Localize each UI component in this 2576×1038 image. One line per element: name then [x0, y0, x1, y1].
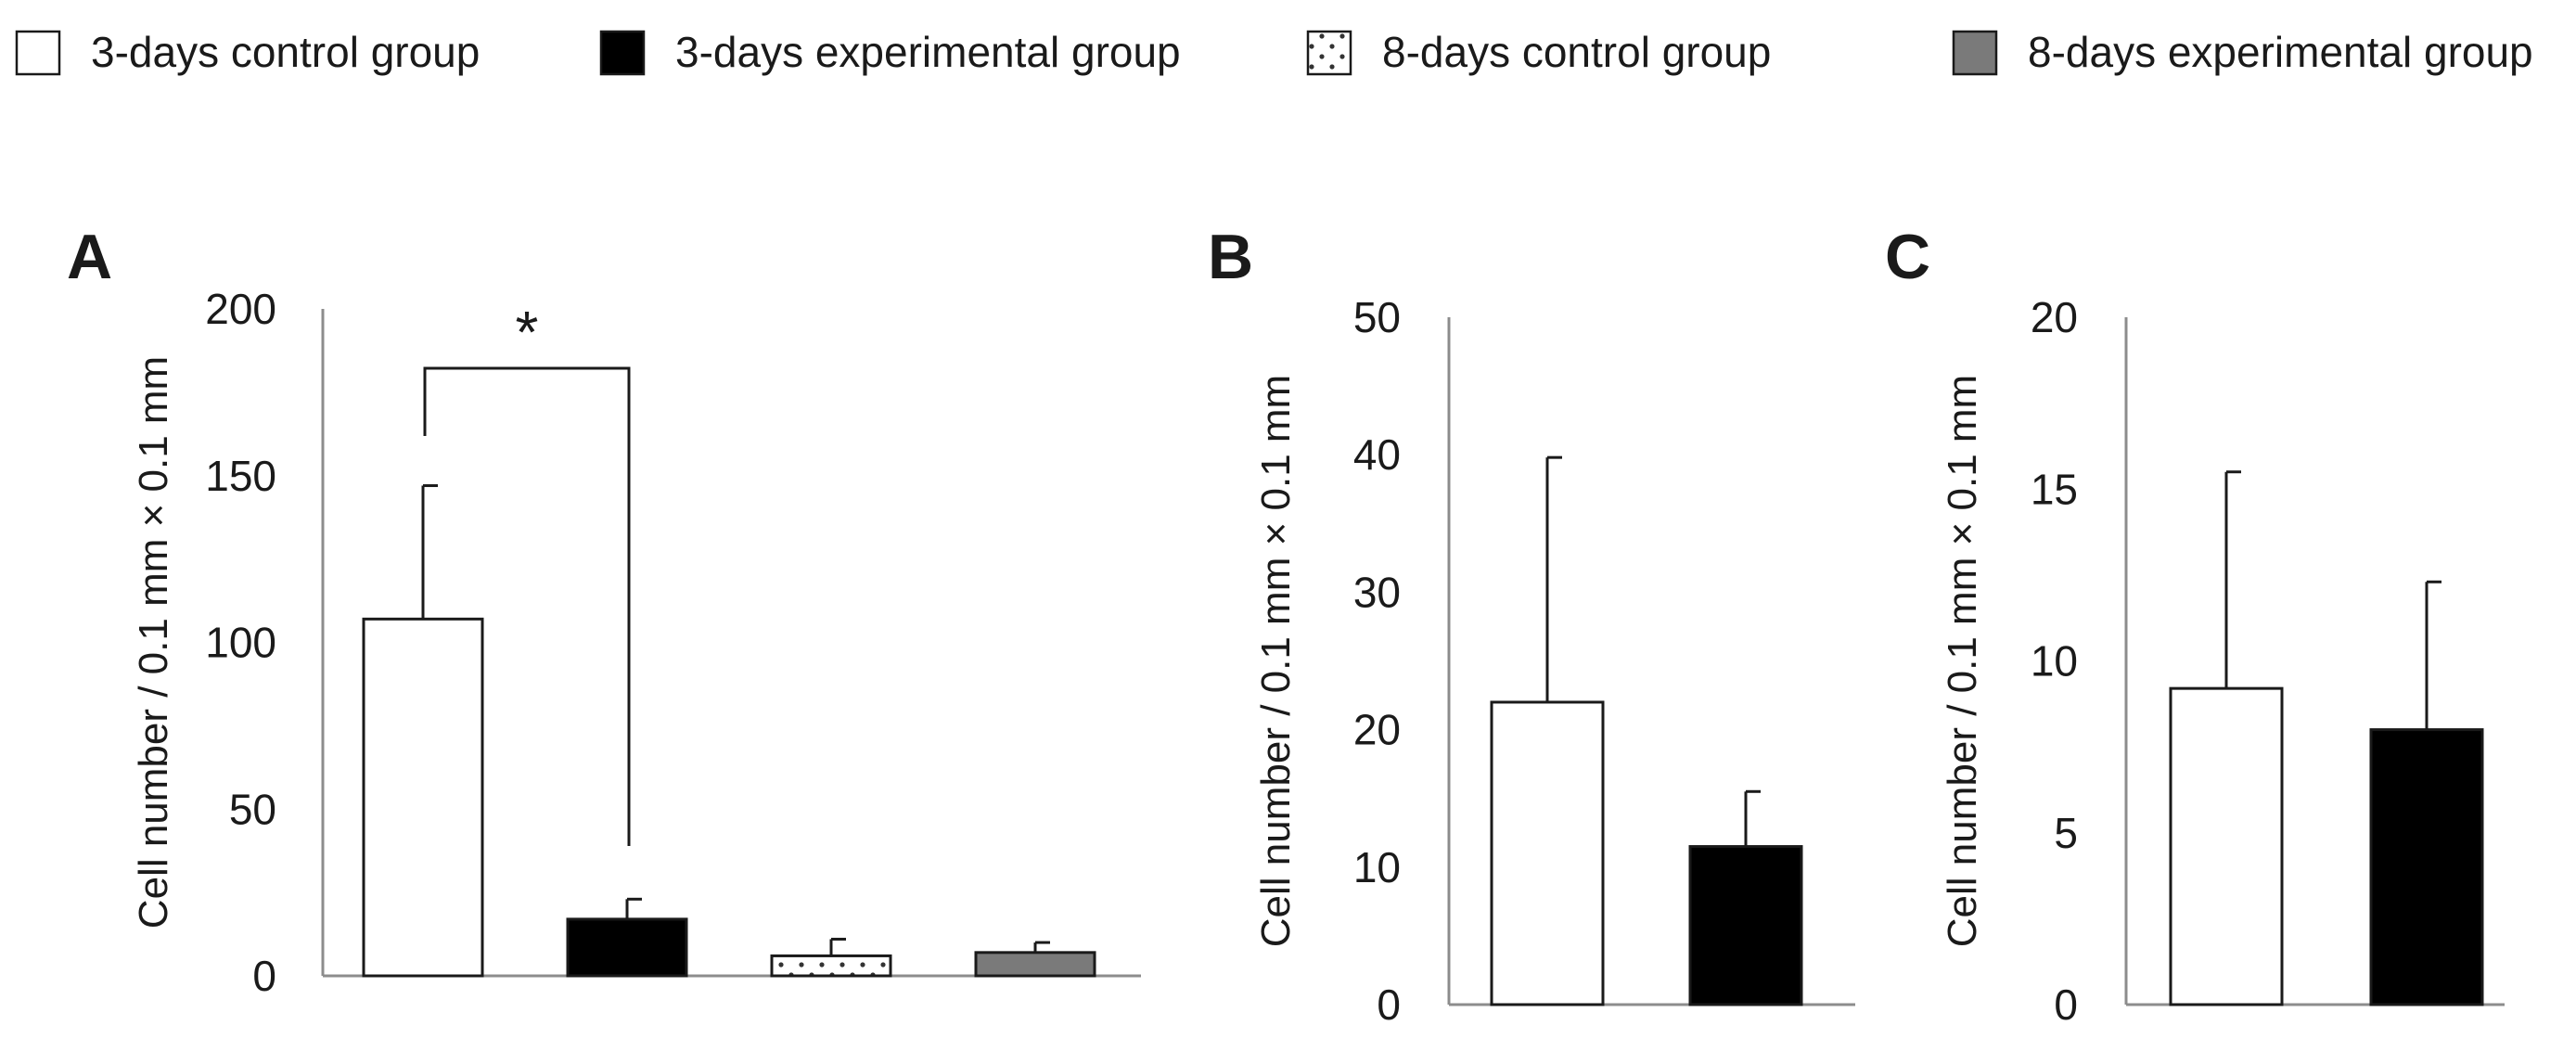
- legend-label-3: 8-days control group: [1382, 28, 1771, 76]
- legend-label-2: 3-days experimental group: [675, 28, 1181, 76]
- panel-b: B 0 10 20 30 40 50 Cell number / 0.1 mm × 0.1 m…: [1208, 222, 1855, 1029]
- y-tick-label: 200: [205, 285, 276, 333]
- legend-swatch-2: [599, 30, 646, 76]
- y-tick-label: 10: [1353, 843, 1401, 891]
- y-tick-label: 10: [2031, 637, 2078, 686]
- y-tick-label: 15: [2031, 465, 2078, 513]
- bar-3: [770, 954, 892, 978]
- panel-letter: A: [67, 222, 112, 292]
- significance-star: *: [516, 299, 539, 365]
- bar-1: [362, 617, 484, 978]
- bar-4: [974, 951, 1096, 978]
- y-tick-label: 20: [1353, 706, 1401, 754]
- y-tick-label: 150: [205, 452, 276, 500]
- bar-2: [566, 917, 688, 978]
- bar-1: [1490, 700, 1605, 1006]
- y-axis-title: Cell number / 0.1 mm × 0.1 mm: [1940, 375, 1985, 947]
- legend-swatch-3: [1306, 30, 1352, 76]
- y-tick-label: 0: [1377, 980, 1401, 1029]
- y-tick-label: 30: [1353, 568, 1401, 616]
- panel-c: C 0 5 10 15 20 Cell number / 0.1 mm × 0.1 mm: [1885, 222, 2505, 1029]
- bar-1: [2169, 686, 2284, 1006]
- legend-swatch-4: [1952, 30, 1998, 76]
- legend-label-4: 8-days experimental group: [2028, 28, 2533, 76]
- significance-bracket: [423, 366, 631, 846]
- y-axis-title: Cell number / 0.1 mm × 0.1 mm: [1253, 375, 1299, 947]
- legend-swatch-1: [15, 30, 61, 76]
- y-tick-label: 0: [252, 952, 276, 1000]
- y-tick-label: 40: [1353, 430, 1401, 479]
- bar-2: [2369, 728, 2484, 1006]
- legend-label-1: 3-days control group: [91, 28, 480, 76]
- y-tick-label: 20: [2031, 293, 2078, 341]
- y-axis-title: Cell number / 0.1 mm × 0.1 mm: [131, 356, 176, 929]
- panel-a: A 0 50 100 150 200 Cell number / 0.1 mm × 0.1 …: [67, 222, 1141, 1000]
- panel-letter: C: [1885, 222, 1930, 292]
- y-tick-label: 100: [205, 619, 276, 667]
- panel-letter: B: [1208, 222, 1253, 292]
- y-tick-label: 0: [2054, 980, 2078, 1029]
- legend: 3-days control group 3-days experimental …: [15, 28, 2533, 76]
- y-tick-label: 50: [229, 785, 276, 833]
- y-tick-label: 50: [1353, 293, 1401, 341]
- y-tick-label: 5: [2054, 809, 2078, 857]
- bar-2: [1688, 845, 1803, 1006]
